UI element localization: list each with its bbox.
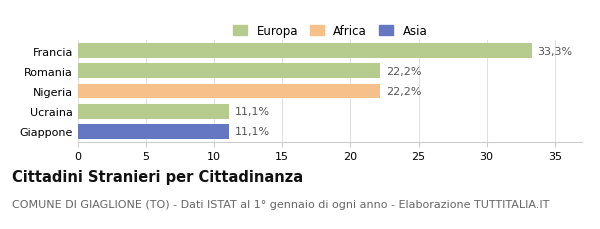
Text: Cittadini Stranieri per Cittadinanza: Cittadini Stranieri per Cittadinanza: [12, 169, 303, 184]
Text: 22,2%: 22,2%: [386, 66, 421, 76]
Bar: [78, 125, 229, 139]
Bar: [78, 44, 532, 59]
Text: 11,1%: 11,1%: [235, 107, 270, 117]
Text: 33,3%: 33,3%: [537, 46, 572, 56]
Bar: [78, 104, 229, 119]
Text: COMUNE DI GIAGLIONE (TO) - Dati ISTAT al 1° gennaio di ogni anno - Elaborazione : COMUNE DI GIAGLIONE (TO) - Dati ISTAT al…: [12, 199, 550, 209]
Bar: [78, 84, 380, 99]
Text: 22,2%: 22,2%: [386, 87, 421, 97]
Legend: Europa, Africa, Asia: Europa, Africa, Asia: [233, 25, 427, 38]
Bar: [78, 64, 380, 79]
Text: 11,1%: 11,1%: [235, 127, 270, 137]
